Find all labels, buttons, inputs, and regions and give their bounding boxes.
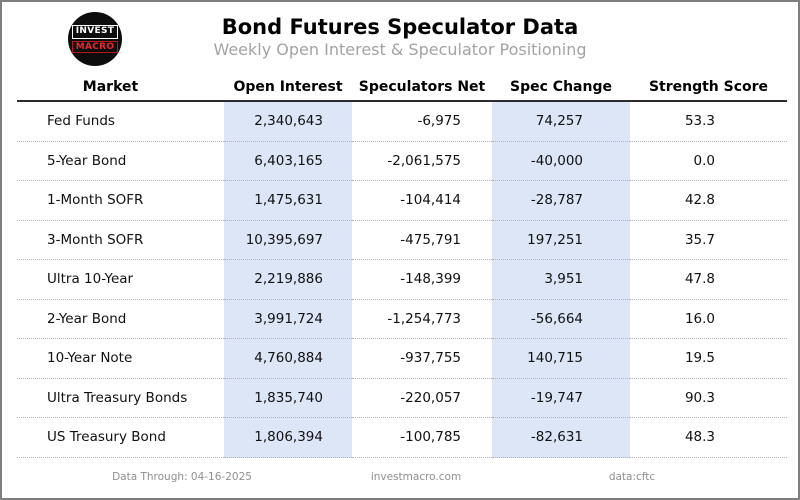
cell-speculators-net: -6,975 [352, 102, 492, 142]
footer-source: data:cftc [608, 471, 656, 483]
cell-speculators-net: -220,057 [352, 379, 492, 418]
cell-market: Fed Funds [17, 102, 224, 142]
cell-open-interest: 2,219,886 [224, 260, 352, 300]
cell-spec-change: -56,664 [492, 299, 630, 339]
cell-spec-change: 74,257 [492, 102, 630, 142]
cell-market: US Treasury Bond [17, 418, 224, 458]
cell-strength-score: 16.0 [630, 300, 787, 339]
cell-strength-score: 53.3 [630, 102, 787, 142]
cell-spec-change: 140,715 [492, 339, 630, 379]
cell-spec-change: -19,747 [492, 378, 630, 418]
table-row: Fed Funds 2,340,643 -6,975 74,257 53.3 [17, 102, 787, 142]
col-header-market: Market [17, 74, 224, 102]
table-row: 1-Month SOFR 1,475,631 -104,414 -28,787 … [17, 181, 787, 221]
cell-strength-score: 0.0 [630, 142, 787, 181]
cell-speculators-net: -1,254,773 [352, 300, 492, 339]
cell-strength-score: 90.3 [630, 379, 787, 418]
cell-market: Ultra Treasury Bonds [17, 379, 224, 418]
cell-speculators-net: -2,061,575 [352, 142, 492, 181]
col-header-spec-change: Spec Change [492, 74, 630, 102]
cell-strength-score: 19.5 [630, 339, 787, 379]
investmacro-logo: INVEST MACRO [68, 12, 122, 66]
cell-strength-score: 35.7 [630, 221, 787, 260]
table-header-row: Market Open Interest Speculators Net Spe… [17, 74, 787, 102]
col-header-strength-score: Strength Score [630, 74, 787, 102]
logo-invest-text: INVEST [71, 25, 119, 39]
data-table: Market Open Interest Speculators Net Spe… [17, 74, 787, 458]
cell-speculators-net: -937,755 [352, 339, 492, 379]
cell-speculators-net: -148,399 [352, 260, 492, 300]
cell-spec-change: -28,787 [492, 181, 630, 221]
cell-spec-change: -40,000 [492, 141, 630, 181]
cell-market: 5-Year Bond [17, 142, 224, 181]
cell-strength-score: 48.3 [630, 418, 787, 458]
page-subtitle: Weekly Open Interest & Speculator Positi… [213, 40, 587, 59]
page-title: Bond Futures Speculator Data [221, 15, 579, 39]
table-row: 10-Year Note 4,760,884 -937,755 140,715 … [17, 339, 787, 379]
cell-speculators-net: -475,791 [352, 221, 492, 260]
footer-data-through: Data Through: 04-16-2025 [112, 471, 252, 483]
cell-spec-change: 3,951 [492, 260, 630, 300]
cell-strength-score: 47.8 [630, 260, 787, 300]
cell-speculators-net: -100,785 [352, 418, 492, 458]
cell-market: 3-Month SOFR [17, 221, 224, 260]
cell-open-interest: 2,340,643 [224, 102, 352, 142]
col-header-open-interest: Open Interest [224, 74, 352, 102]
cell-spec-change: 197,251 [492, 220, 630, 260]
cell-open-interest: 1,835,740 [224, 378, 352, 418]
table-row: 2-Year Bond 3,991,724 -1,254,773 -56,664… [17, 299, 787, 339]
table-row: 3-Month SOFR 10,395,697 -475,791 197,251… [17, 220, 787, 260]
col-header-speculators-net: Speculators Net [352, 74, 492, 102]
cell-open-interest: 1,806,394 [224, 418, 352, 458]
cell-speculators-net: -104,414 [352, 181, 492, 221]
cell-market: 10-Year Note [17, 339, 224, 379]
cell-market: Ultra 10-Year [17, 260, 224, 300]
cell-open-interest: 10,395,697 [224, 220, 352, 260]
table-row: Ultra 10-Year 2,219,886 -148,399 3,951 4… [17, 260, 787, 300]
table-row: 5-Year Bond 6,403,165 -2,061,575 -40,000… [17, 141, 787, 181]
cell-strength-score: 42.8 [630, 181, 787, 221]
cell-open-interest: 3,991,724 [224, 299, 352, 339]
logo-macro-text: MACRO [71, 40, 119, 53]
footer-website: investmacro.com [370, 471, 462, 483]
table-row: US Treasury Bond 1,806,394 -100,785 -82,… [17, 418, 787, 458]
cell-spec-change: -82,631 [492, 418, 630, 458]
table-row: Ultra Treasury Bonds 1,835,740 -220,057 … [17, 378, 787, 418]
cell-open-interest: 1,475,631 [224, 181, 352, 221]
cell-open-interest: 6,403,165 [224, 141, 352, 181]
cell-open-interest: 4,760,884 [224, 339, 352, 379]
cell-market: 1-Month SOFR [17, 181, 224, 221]
cell-market: 2-Year Bond [17, 300, 224, 339]
